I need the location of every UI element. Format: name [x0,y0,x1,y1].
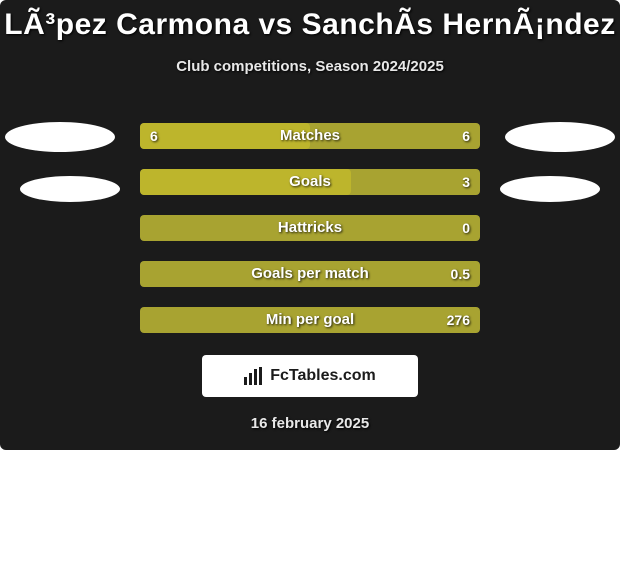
bar-track [140,215,480,241]
value-right: 3 [462,169,470,195]
bar-track [140,123,480,149]
brand-box: FcTables.com [202,355,418,397]
card-title: LÃ³pez Carmona vs SanchÃ­s HernÃ¡ndez [0,8,620,42]
value-left: 6 [150,123,158,149]
stat-row: Hattricks0 [0,205,620,251]
bar-fill [140,169,351,195]
bar-track [140,169,480,195]
value-right: 6 [462,123,470,149]
bar-fill [140,123,310,149]
side-ellipse [20,176,120,202]
stats-card: LÃ³pez Carmona vs SanchÃ­s HernÃ¡ndez Cl… [0,0,620,450]
side-ellipse [505,122,615,152]
stat-row: Min per goal276 [0,297,620,343]
value-right: 276 [447,307,470,333]
bar-chart-icon [244,367,264,385]
bar-track [140,307,480,333]
side-ellipse [5,122,115,152]
bar-track [140,261,480,287]
date-label: 16 february 2025 [0,415,620,432]
stat-row: Goals per match0.5 [0,251,620,297]
side-ellipse [500,176,600,202]
brand-label: FcTables.com [270,367,376,385]
value-right: 0 [462,215,470,241]
card-subtitle: Club competitions, Season 2024/2025 [0,58,620,75]
value-right: 0.5 [451,261,470,287]
